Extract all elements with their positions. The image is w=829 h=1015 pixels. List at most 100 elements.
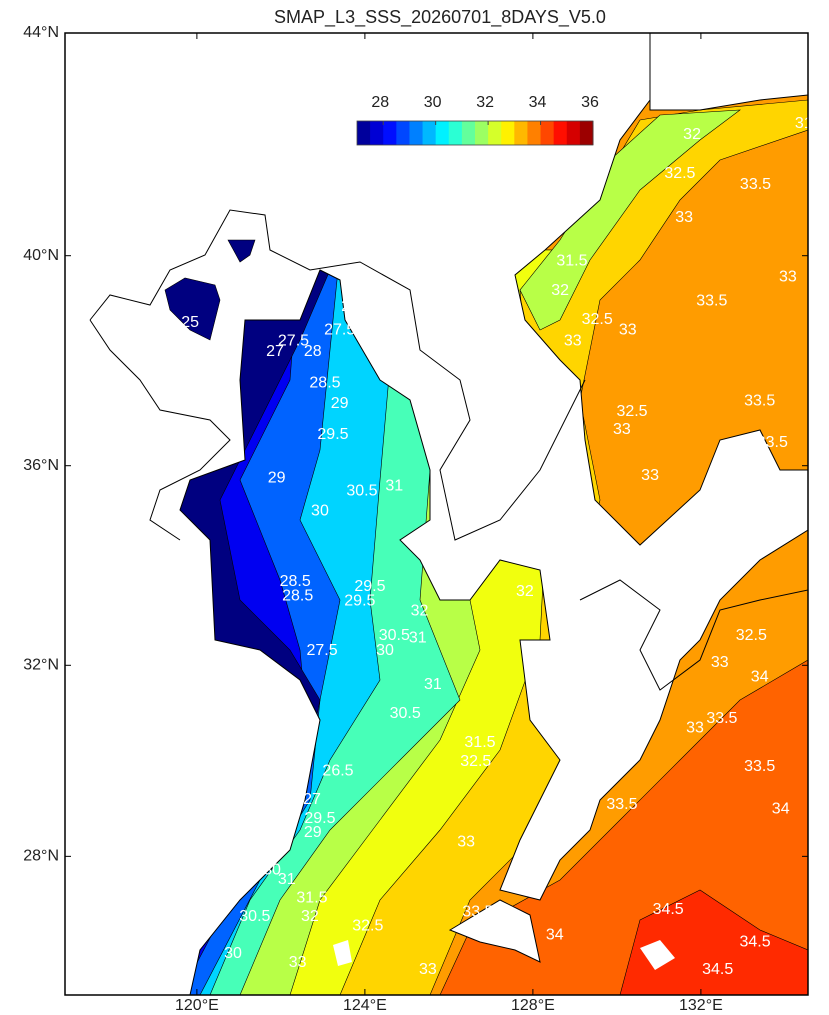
colorbar-tick-label: 36 [581, 94, 599, 111]
contour-label: 29 [331, 395, 349, 412]
y-tick-label: 40°N [23, 247, 59, 264]
contour-label: 33 [419, 961, 437, 978]
colorbar-tick-label: 30 [424, 94, 442, 111]
contour-label: 33.5 [757, 434, 788, 451]
contour-label: 31.5 [296, 890, 327, 907]
contour-label: 31 [424, 676, 442, 693]
y-tick-label: 36°N [23, 457, 59, 474]
contour-label: 29.5 [344, 593, 375, 610]
x-tick-label: 132°E [679, 997, 723, 1014]
map-title: SMAP_L3_SSS_20260701_8DAYS_V5.0 [274, 7, 606, 28]
colorbar-swatch [501, 121, 515, 145]
contour-label: 32 [411, 603, 429, 620]
contour-label: 33.5 [706, 710, 737, 727]
contour-label: 33 [779, 268, 797, 285]
colorbar-tick-label: 32 [476, 94, 494, 111]
salinity-region [227, 239, 256, 263]
colorbar-frame [356, 120, 594, 146]
contour-label: 33 [675, 209, 693, 226]
contour-label: 31 [278, 871, 296, 888]
colorbar-swatch [475, 121, 489, 145]
contour-label: 27.5 [278, 332, 309, 349]
y-tick-label: 32°N [23, 657, 59, 674]
contour-label: 30.5 [379, 627, 410, 644]
contour-label: 30.5 [239, 908, 270, 925]
contour-label: 34 [546, 927, 564, 944]
land [65, 33, 808, 995]
contour-label: 33 [641, 467, 659, 484]
contour-label: 33.5 [606, 796, 637, 813]
x-tick-label: 120°E [175, 997, 219, 1014]
salinity-region [164, 277, 221, 341]
colorbar-swatch [514, 121, 528, 145]
contour-label: 32.5 [664, 165, 695, 182]
colorbar-swatch [566, 121, 581, 145]
contour-label: 30 [311, 503, 329, 520]
contour-label: 33 [711, 654, 729, 671]
contour-label: 28.5 [282, 588, 313, 605]
colorbar-swatch [370, 121, 384, 145]
contour-label: 30 [263, 862, 281, 879]
x-tick-label: 128°E [511, 997, 555, 1014]
contour-label: 33.5 [740, 176, 771, 193]
contour-label: 27 [303, 791, 321, 808]
contour-label: 33.5 [744, 393, 775, 410]
contour-label: 33.5 [744, 758, 775, 775]
contour-label: 33 [686, 719, 704, 736]
island [640, 940, 675, 970]
contour-label: 32.5 [352, 917, 383, 934]
axes: 120°E 124°E 128°E 132°E 44°N 40°N 36°N 32°N 28°N [23, 24, 808, 1014]
colorbar-swatch [461, 121, 476, 145]
colorbar-swatch [422, 121, 437, 145]
contour-label: 30.5 [346, 482, 377, 499]
island [333, 940, 352, 966]
contour-label: 32 [516, 583, 534, 600]
contour-label: 29.5 [317, 426, 348, 443]
contour-label: 33 [619, 322, 637, 339]
contour-label: 32 [683, 126, 701, 143]
contour-label: 34.5 [702, 961, 733, 978]
contour-label: 33 [289, 954, 307, 971]
contour-label: 29.5 [304, 810, 335, 827]
contour-label: 33.5 [696, 293, 727, 310]
island [448, 899, 541, 963]
contour-label: 33 [564, 332, 582, 349]
y-tick-label: 28°N [23, 848, 59, 865]
colorbar-swatch [540, 121, 555, 145]
contour-label: 28.5 [280, 573, 311, 590]
colorbar-tick-label: 34 [529, 94, 547, 111]
contour-labels: 313232.533.53331.5323333.532.5333332.533… [164, 115, 813, 978]
contour-label: 31 [385, 477, 403, 494]
land-mass [65, 33, 808, 995]
contour-label: 27 [266, 343, 284, 360]
contour-label: 34 [772, 801, 790, 818]
contour-label: 31 [409, 630, 427, 647]
contour-label: 32.5 [460, 753, 491, 770]
contour-label: 30 [224, 945, 242, 962]
contour-label: 28 [304, 343, 322, 360]
coastline [89, 319, 231, 541]
contour-label: 27.5 [306, 642, 337, 659]
contour-label: 32.5 [616, 403, 647, 420]
contour-label: 29 [304, 824, 322, 841]
colorbar-swatch [357, 121, 371, 145]
contour-label: 32 [551, 282, 569, 299]
colorbar-swatch [553, 121, 568, 145]
colorbar-swatch [527, 121, 542, 145]
contour-label: 31 [795, 115, 813, 132]
colorbar-swatch [435, 121, 450, 145]
contour-label: 33 [457, 834, 475, 851]
colorbar-swatch [448, 121, 463, 145]
contour-label: 31.5 [556, 252, 587, 269]
contour-label: 33 [613, 421, 631, 438]
contour-label: 29 [268, 470, 286, 487]
contour-label: 34 [751, 669, 769, 686]
contour-label: 32.5 [736, 627, 767, 644]
contour-label: 32.5 [582, 311, 613, 328]
contour-label: 28.5 [309, 374, 340, 391]
colorbar-tick-label: 28 [371, 94, 389, 111]
contour-label: 33 [554, 729, 572, 746]
contour-label: 27.5 [324, 322, 355, 339]
